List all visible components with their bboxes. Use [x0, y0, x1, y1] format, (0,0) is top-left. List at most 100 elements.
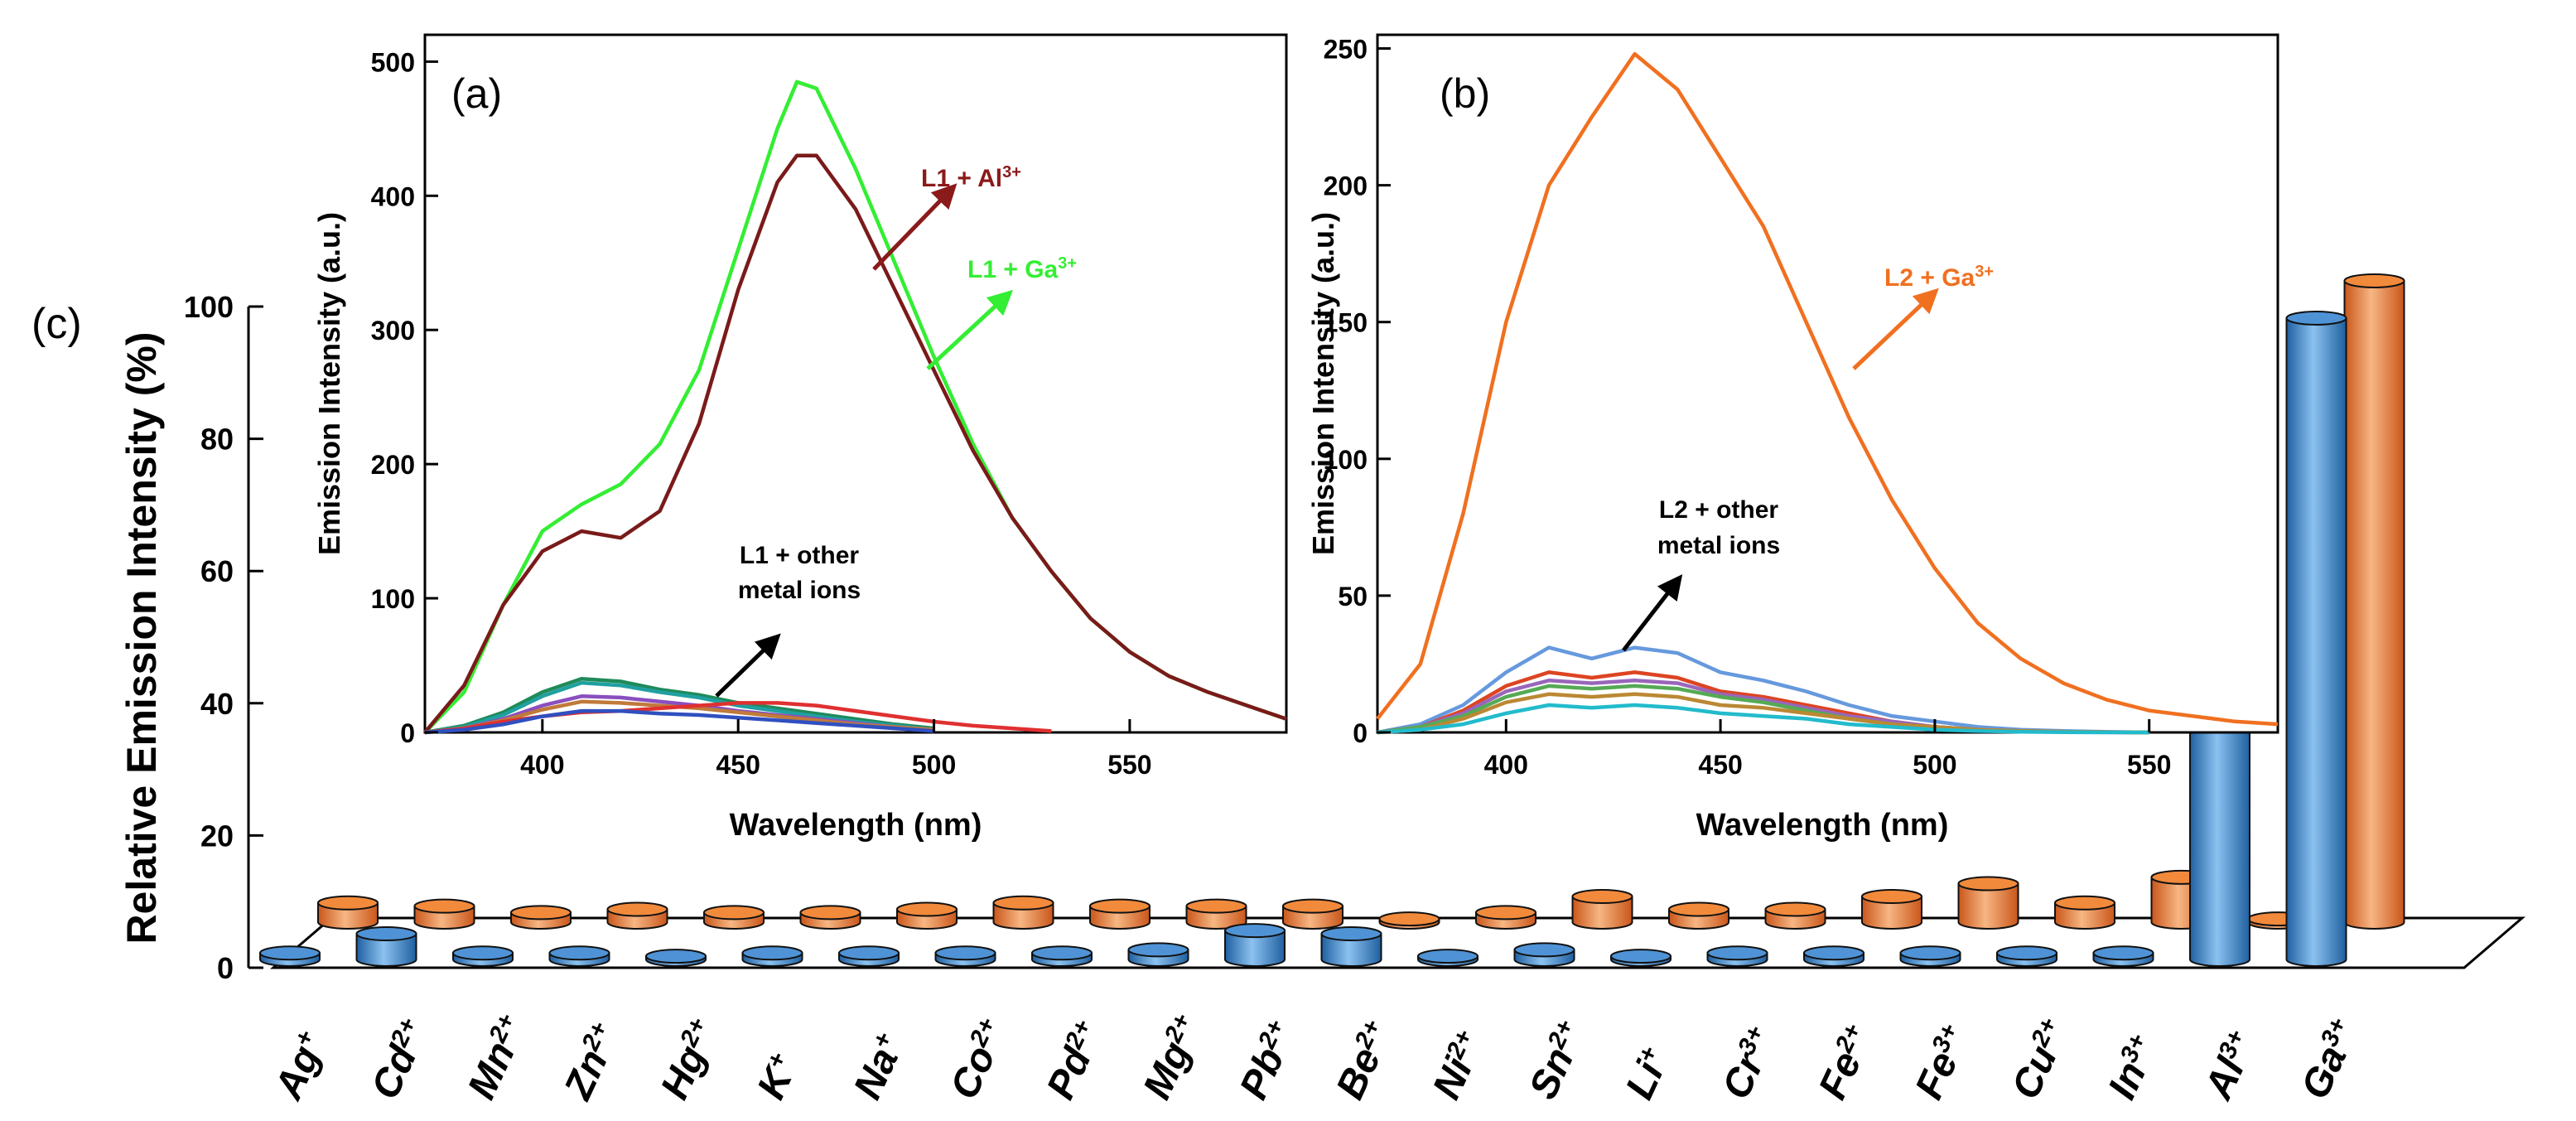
a-y-tick-label: 300	[371, 316, 415, 345]
line-chart-b: 400 450 500 550 0 50 100 150 200 250 (b) Waveleng…	[1306, 35, 2278, 843]
c-bar-cap	[453, 946, 513, 959]
c-bar-cap	[1283, 900, 1343, 913]
c-x-tick-label: Mn2+	[459, 1009, 535, 1105]
c-x-tick-label: Fe3+	[1907, 1019, 1979, 1105]
c-x-tick-label: Pb2+	[1231, 1015, 1305, 1105]
c-bar-cap	[1129, 943, 1189, 956]
a-y-tick-label: 0	[400, 718, 415, 748]
c-x-tick-label: Mg2+	[1135, 1009, 1211, 1105]
c-y-tick-label: 60	[200, 554, 234, 588]
c-bar-cap	[646, 949, 706, 963]
c-x-tick-label: Ga3+	[2293, 1013, 2367, 1106]
b-x-axis-title: Wavelength (nm)	[1696, 808, 1949, 843]
c-bar-cap	[936, 946, 996, 959]
c-bar-cap	[357, 927, 417, 940]
a-y-tick-label: 200	[371, 450, 415, 480]
c-x-tick-label: K+	[749, 1048, 808, 1106]
c-x-tick-label: Na+	[845, 1028, 913, 1106]
a-annotation-other-line1: L1 + other	[740, 542, 860, 569]
c-bar-cap	[1418, 949, 1478, 963]
c-bar-cap	[994, 896, 1054, 910]
c-bar-cap	[1187, 900, 1247, 913]
c-x-tick-label: Zn2+	[555, 1017, 629, 1108]
line-chart-a: 400 450 500 550 0 100 200 300 400 500 (a) Wavelen…	[312, 35, 1286, 843]
c-x-tick-label: Ni2+	[1424, 1026, 1493, 1106]
c-bar-cap	[1322, 927, 1382, 940]
c-y-tick-label: 100	[184, 290, 234, 324]
c-x-tick-labels: Ag+ Cd2+ Mn2+ Zn2+ Hg2+ K+ Na+ Co2+ Pd2+ Mg2+ Pb2+…	[266, 1009, 2367, 1107]
c-bar-cap	[2055, 896, 2115, 910]
figure-canvas: 0 20 40 60 80 100 Ag+ Cd2+ Mn2+ Zn2+ Hg2+ K+ Na+ Co2…	[0, 0, 2576, 1121]
c-bar-cap	[550, 946, 610, 959]
c-y-tick-label: 40	[200, 687, 234, 721]
c-bar-cap	[2345, 274, 2405, 287]
c-x-tick-label: Li+	[1617, 1041, 1678, 1105]
c-bar-cap	[260, 946, 320, 959]
c-bar-cap	[801, 906, 861, 919]
c-x-tick-label: Co2+	[942, 1013, 1016, 1106]
b-y-tick-label: 250	[1324, 35, 1368, 65]
a-panel-label: (a)	[451, 70, 502, 117]
c-y-axis-title: Relative Emission Intensity (%)	[118, 331, 165, 944]
c-bar-cap	[897, 903, 957, 916]
c-bar-cap	[415, 900, 475, 913]
c-x-tick-label: Cu2+	[2003, 1013, 2077, 1106]
c-bar-cap	[1032, 946, 1092, 959]
c-x-tick-label: Cr3+	[1714, 1022, 1784, 1106]
b-y-tick-label: 0	[1353, 718, 1368, 748]
b-annotation-other-line2: metal ions	[1657, 532, 1780, 559]
a-y-tick-label: 400	[371, 181, 415, 211]
c-bar-cap	[1090, 900, 1150, 913]
b-annotation-other-line1: L2 + other	[1659, 496, 1779, 524]
c-bar	[2287, 318, 2347, 966]
c-x-tick-label: Cd2+	[363, 1013, 437, 1106]
c-x-tick-label: Sn2+	[1521, 1015, 1594, 1105]
c-bar-cap	[1804, 946, 1864, 959]
c-bar-cap	[1573, 890, 1633, 903]
c-x-tick-label: Al3+	[2196, 1026, 2265, 1107]
a-x-tick-label: 500	[912, 750, 956, 780]
c-x-tick-label: Pd2+	[1038, 1015, 1112, 1105]
c-y-tick-label: 0	[217, 951, 234, 985]
c-x-tick-label: Fe2+	[1810, 1019, 1882, 1105]
c-bar-cap	[1225, 924, 1285, 937]
b-plot-frame	[1377, 35, 2278, 732]
c-bar-cap	[839, 946, 899, 959]
a-y-tick-label: 500	[371, 47, 415, 77]
b-y-tick-label: 200	[1324, 172, 1368, 201]
c-bar	[2345, 281, 2405, 929]
a-plot-frame	[425, 35, 1286, 732]
a-annotation-other-line2: metal ions	[738, 577, 861, 604]
c-y-tick-label: 80	[200, 423, 234, 457]
a-x-axis-title: Wavelength (nm)	[730, 808, 982, 843]
c-x-tick-label: Ag+	[266, 1026, 335, 1106]
c-y-tick-label: 20	[200, 819, 234, 853]
c-bar-cap	[1766, 903, 1826, 916]
c-panel-label: (c)	[31, 300, 82, 348]
c-bar-cap	[1611, 949, 1671, 963]
c-bar-cap	[608, 903, 668, 916]
a-x-tick-label: 400	[520, 750, 564, 780]
c-bar-cap	[743, 946, 803, 959]
a-y-axis-title: Emission Intensity (a.u.)	[312, 212, 346, 555]
a-x-tick-label: 450	[716, 750, 760, 780]
c-x-tick-label: Be2+	[1328, 1015, 1401, 1105]
c-bar-cap	[1476, 906, 1536, 919]
c-bar-cap	[511, 906, 571, 919]
c-x-tick-label: Hg2+	[652, 1013, 726, 1106]
c-bar-cap	[318, 896, 378, 910]
c-bar-cap	[1708, 946, 1768, 959]
c-bar-cap	[1380, 912, 1440, 925]
c-y-ticks: 0 20 40 60 80 100	[184, 290, 263, 985]
a-x-tick-label: 550	[1107, 750, 1151, 780]
c-bar-cap	[2094, 946, 2154, 959]
a-y-tick-label: 100	[371, 584, 415, 614]
b-x-tick-label: 550	[2127, 750, 2171, 780]
b-x-tick-label: 400	[1484, 750, 1528, 780]
c-bar-cap	[1515, 943, 1575, 956]
c-bar-cap	[1997, 946, 2057, 959]
c-bar-cap	[1901, 946, 1961, 959]
b-y-tick-label: 50	[1338, 582, 1368, 611]
c-bar-cap	[1669, 903, 1729, 916]
c-bar-cap	[704, 906, 764, 919]
